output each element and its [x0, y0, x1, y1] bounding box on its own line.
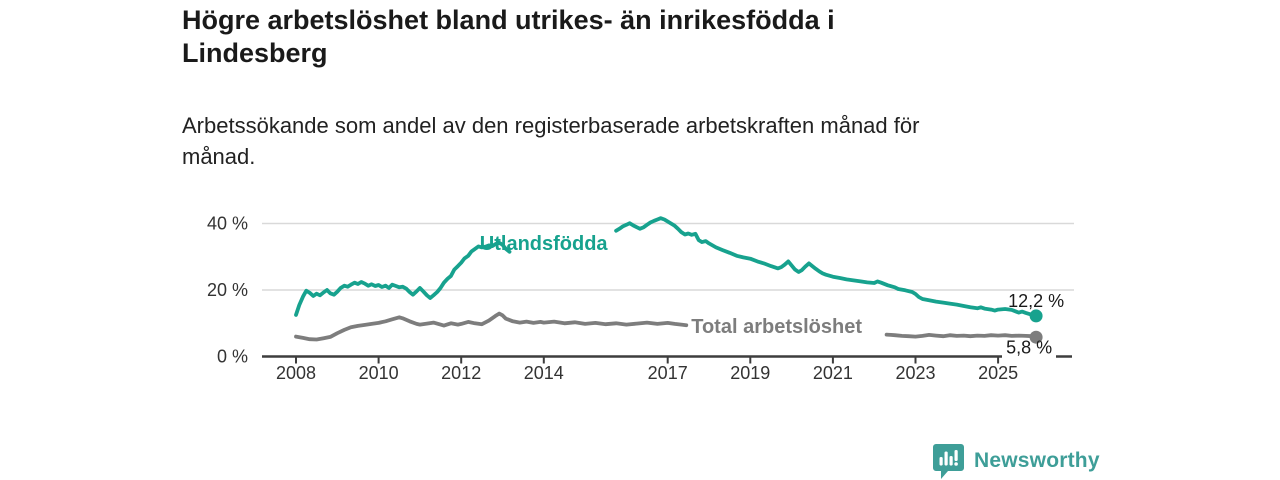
x-tick-label: 2010: [359, 363, 399, 383]
page-title-line-2: Lindesberg: [182, 38, 328, 68]
x-tick-label: 2025: [978, 363, 1018, 383]
newsworthy-brand-text: Newsworthy: [974, 449, 1100, 472]
series-end-value-total-arbetsl-shet: 5,8 %: [1006, 338, 1052, 358]
x-tick-label: 2021: [813, 363, 853, 383]
series-end-dot-utlandsf-dda: [1029, 309, 1043, 323]
series-line-total-arbetsl-shet: [884, 332, 1038, 340]
series-line-utlandsf-dda: [614, 216, 1038, 318]
series-label-total-arbetsl-shet: Total arbetslöshet: [691, 316, 862, 338]
page-title: Högre arbetslöshet bland utrikes- än inr…: [182, 4, 1002, 70]
chart-subtitle: Arbetssökande som andel av den registerb…: [182, 110, 1082, 172]
series-label-utlandsf-dda: Utlandsfödda: [480, 233, 609, 255]
chart-subtitle-line-2: månad.: [182, 144, 256, 169]
series-line-total-arbetsl-shet: [294, 311, 689, 342]
y-tick-label: 40 %: [207, 214, 248, 234]
newsworthy-logo: Newsworthy: [933, 443, 1100, 479]
x-tick-label: 2017: [648, 363, 688, 383]
chart-subtitle-line-1: Arbetssökande som andel av den registerb…: [182, 113, 920, 138]
bar-chart-speech-bubble-icon: [933, 444, 964, 479]
x-tick-label: 2023: [895, 363, 935, 383]
series-end-value-utlandsf-dda: 12,2 %: [1008, 291, 1064, 311]
series-end-dot-total-arbetsl-shet: [1029, 330, 1043, 344]
y-tick-label: 0 %: [217, 347, 248, 367]
page-title-line-1: Högre arbetslöshet bland utrikes- än inr…: [182, 5, 835, 35]
y-tick-label: 20 %: [207, 280, 248, 300]
x-tick-label: 2008: [276, 363, 316, 383]
x-tick-label: 2012: [441, 363, 481, 383]
x-tick-label: 2014: [524, 363, 564, 383]
x-tick-label: 2019: [730, 363, 770, 383]
series-line-utlandsf-dda: [294, 240, 512, 317]
